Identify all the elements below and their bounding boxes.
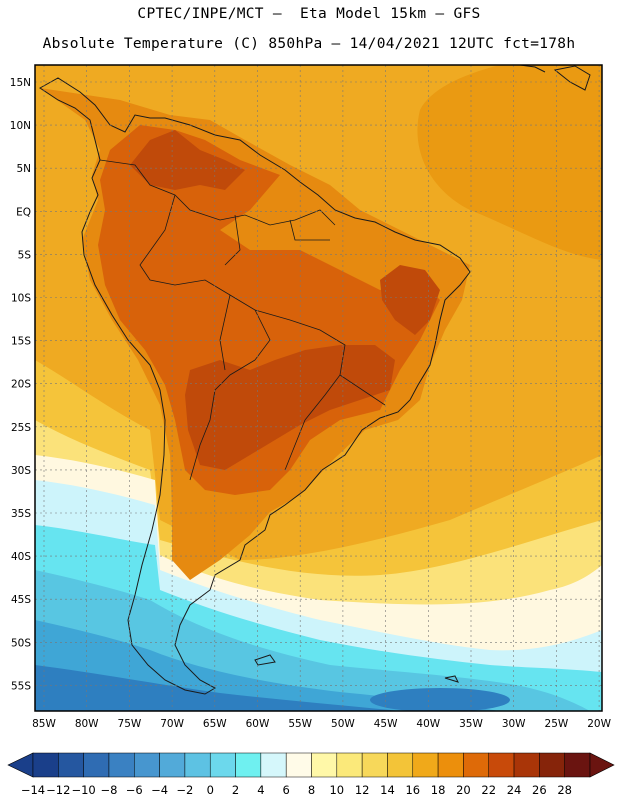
colorbar-swatch [32, 752, 59, 778]
colorbar-label: 20 [456, 783, 471, 797]
colorbar-label: −4 [151, 783, 168, 797]
colorbar-label: 28 [557, 783, 572, 797]
colorbar-right-arrow [589, 752, 615, 778]
colorbar-swatch [83, 752, 110, 778]
colorbar-label: 18 [431, 783, 446, 797]
colorbar-label: 14 [380, 783, 395, 797]
lon-label: 75W [118, 718, 142, 730]
colorbar [7, 752, 615, 778]
colorbar-left-arrow [7, 752, 34, 778]
coastline [39, 77, 471, 695]
colorbar-label: 2 [232, 783, 239, 797]
colorbar-swatch [564, 752, 591, 778]
colorbar-label: 8 [308, 783, 315, 797]
colorbar-label: −14 [21, 783, 45, 797]
colorbar-label: −2 [176, 783, 193, 797]
colorbar-swatch [209, 752, 236, 778]
lat-label: 35S [11, 508, 31, 520]
colorbar-swatch [361, 752, 388, 778]
lon-label: 60W [246, 718, 270, 730]
colorbar-swatch [134, 752, 160, 778]
blue-deep-patch [370, 688, 510, 711]
colorbar-swatch [184, 752, 211, 778]
islands [254, 65, 591, 683]
colorbar-labels: −14 −12 −10 −8 −6 −4 −2 0 2 4 6 8 10 12 14 16 18 20 22 24 26… [21, 783, 572, 797]
map-frame [34, 64, 603, 712]
colorbar-label: 10 [329, 783, 344, 797]
colorbar-label: 16 [405, 783, 420, 797]
colorbar-label: −12 [46, 783, 70, 797]
colorbar-swatch [336, 752, 363, 778]
lat-label: 15N [10, 77, 31, 89]
lon-label: 20W [587, 718, 611, 730]
colorbar-swatch [412, 752, 439, 778]
colorbar-swatch [159, 752, 186, 778]
colorbar-swatch [513, 752, 540, 778]
colorbar-swatch [260, 752, 287, 778]
continent-hottest-north [130, 130, 245, 190]
colorbar-label: 22 [481, 783, 496, 797]
lat-label: 10N [10, 120, 31, 132]
lat-label: EQ [16, 206, 31, 218]
colorbar-label: 12 [355, 783, 370, 797]
continent-hottest-ne [380, 265, 440, 335]
colorbar-label: 24 [507, 783, 522, 797]
lon-label: 25W [545, 718, 569, 730]
lat-label: 15S [11, 336, 31, 348]
lat-label: 20S [11, 379, 31, 391]
lon-label: 85W [32, 718, 56, 730]
lon-label: 65W [203, 718, 227, 730]
colorbar-label: 0 [207, 783, 214, 797]
country-borders [99, 159, 386, 481]
colorbar-swatch [387, 752, 414, 778]
lat-label: 10S [11, 293, 31, 305]
lat-label: 40S [11, 551, 31, 563]
blue-deep-zone [35, 665, 400, 711]
continent-hot [98, 125, 440, 495]
lat-label: 30S [11, 465, 31, 477]
lon-label: 80W [75, 718, 99, 730]
lat-label: 55S [11, 680, 31, 692]
colorbar-label: 6 [283, 783, 290, 797]
lat-label: 5S [18, 249, 32, 261]
colorbar-swatch [58, 752, 84, 778]
longitude-labels: 85W 80W 75W 70W 65W 60W 55W 50W 45W 40W 35W 30W 25W 2… [32, 718, 611, 730]
temperature-field [35, 65, 602, 711]
colorbar-label: −6 [126, 783, 143, 797]
lon-label: 50W [331, 718, 355, 730]
lon-label: 70W [160, 718, 184, 730]
lat-label: 25S [11, 422, 31, 434]
colorbar-swatch [235, 752, 262, 778]
title-line-1: CPTEC/INPE/MCT – Eta Model 15km – GFS [137, 6, 481, 22]
title-line-2: Absolute Temperature (C) 850hPa – 14/04/… [42, 36, 576, 52]
colorbar-label: 4 [257, 783, 264, 797]
colorbar-swatch [539, 752, 565, 778]
lon-label: 30W [502, 718, 526, 730]
colorbar-swatch [108, 752, 135, 778]
colorbar-swatch [311, 752, 338, 778]
colorbar-swatch [463, 752, 489, 778]
lat-label: 45S [11, 594, 31, 606]
colorbar-label: −10 [71, 783, 95, 797]
lon-label: 40W [416, 718, 440, 730]
lon-label: 45W [374, 718, 398, 730]
lat-label: 5N [16, 163, 31, 175]
colorbar-swatch [488, 752, 515, 778]
lon-label: 35W [459, 718, 483, 730]
colorbar-swatch [285, 752, 312, 778]
colorbar-label: 26 [532, 783, 547, 797]
latitude-labels: 15N 10N 5N EQ 5S 10S 15S 20S 25S 30S 35S 40S 45S 50S 5… [10, 77, 32, 692]
colorbar-swatch [437, 752, 464, 778]
lon-label: 55W [288, 718, 312, 730]
lat-label: 50S [11, 637, 31, 649]
colorbar-label: −8 [100, 783, 117, 797]
